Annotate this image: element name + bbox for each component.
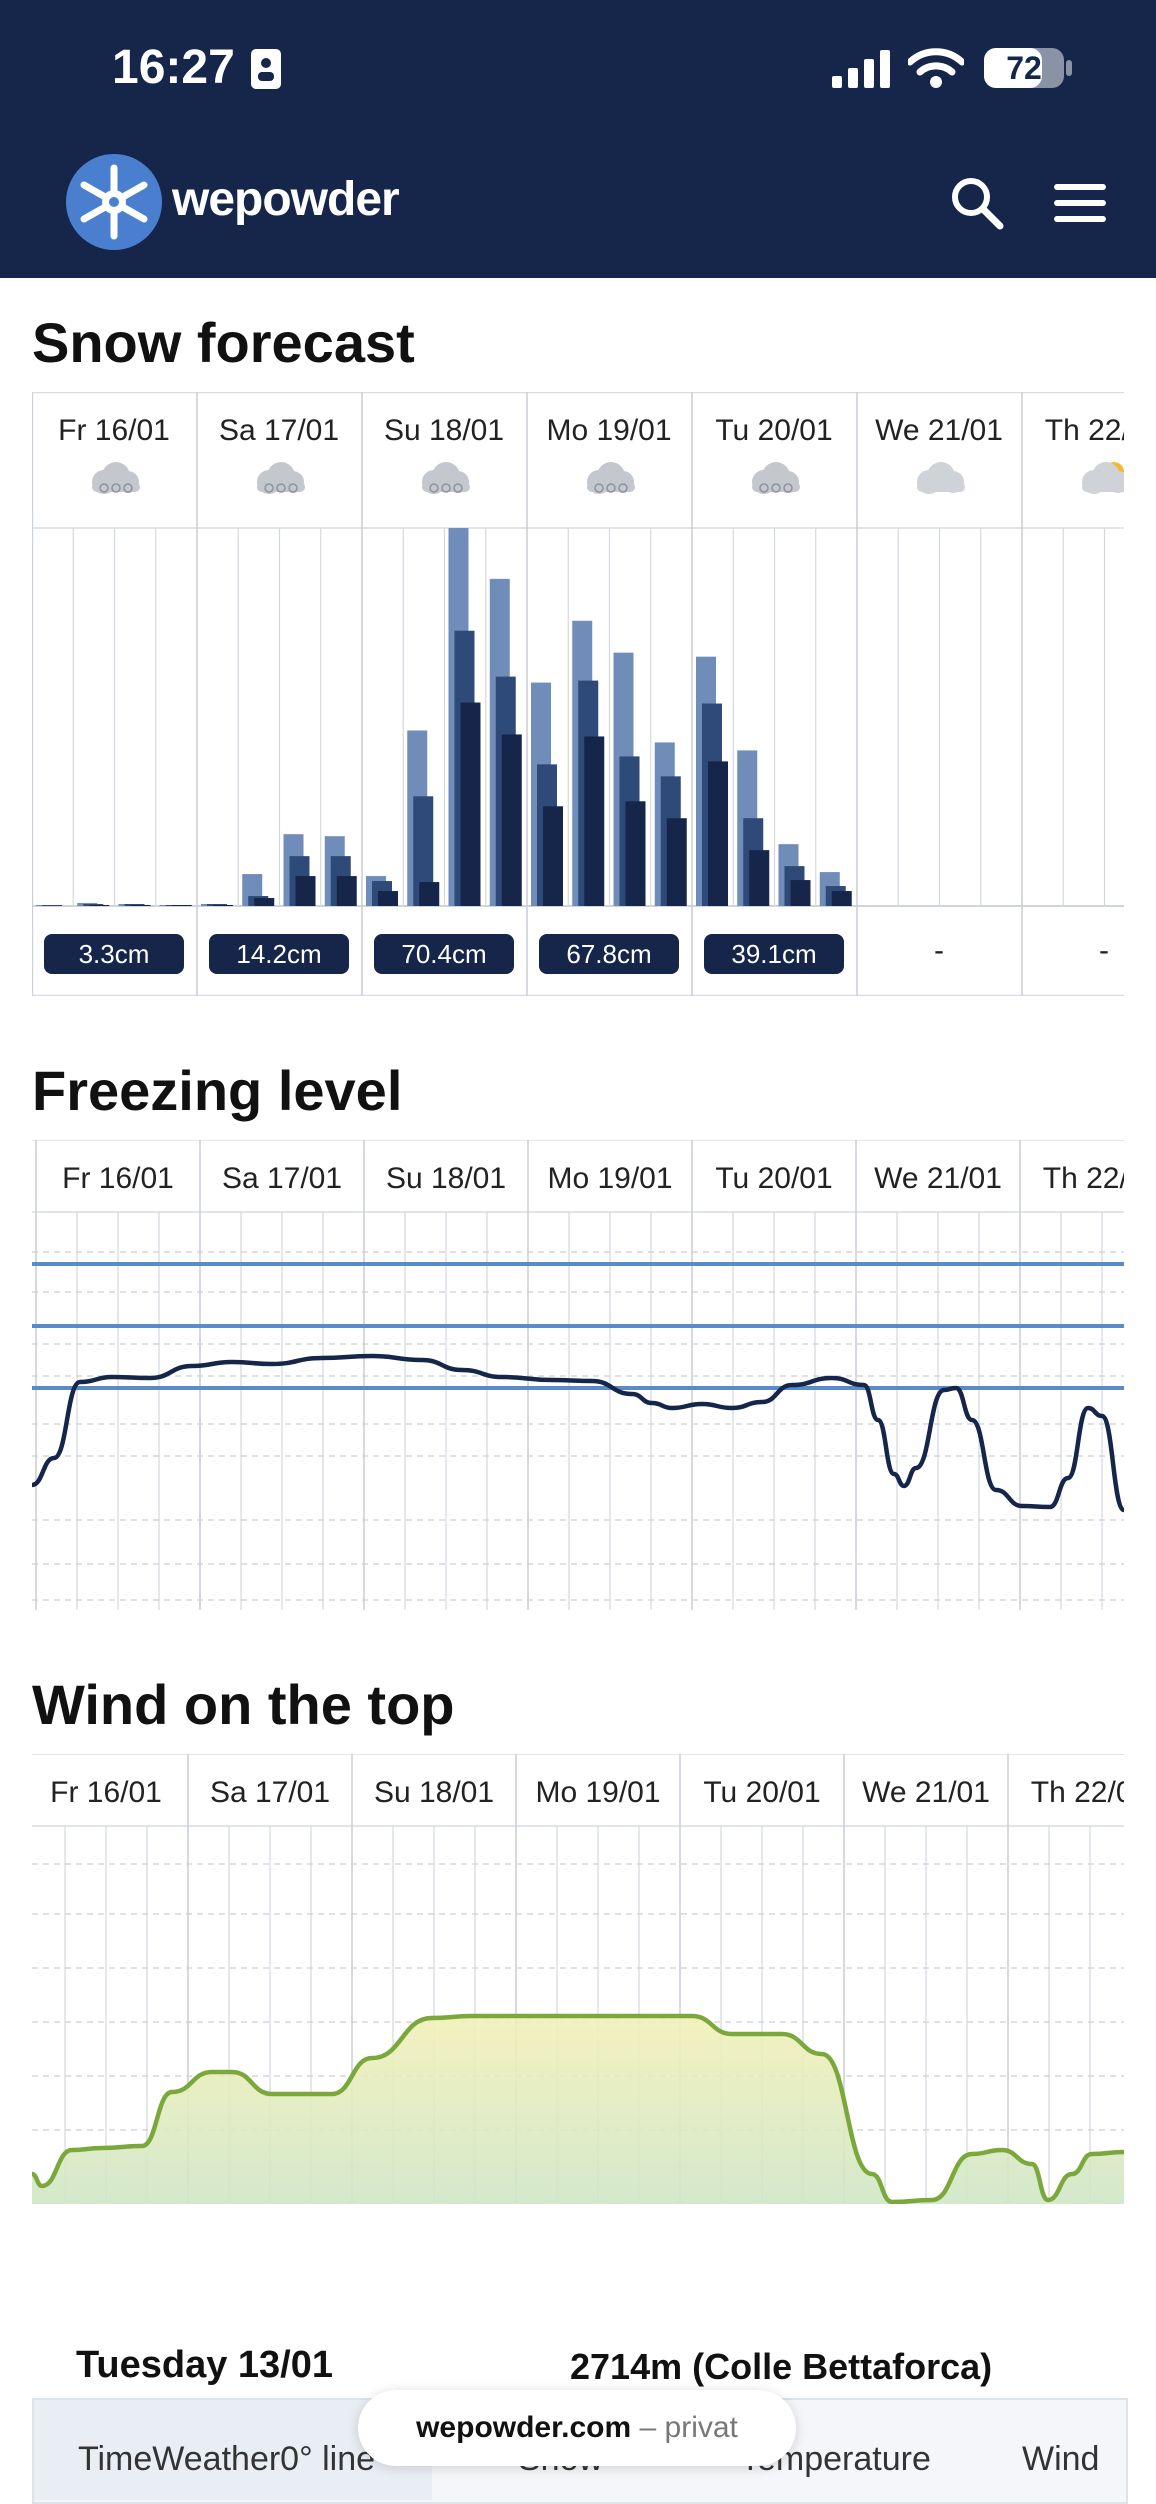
snow-bar-dark <box>336 876 357 906</box>
snow-day-header-3: Mo 19/01 <box>546 414 672 447</box>
wind-day-header-4: Tu 20/01 <box>703 1776 821 1809</box>
wind-top-chart <box>32 1754 1124 2204</box>
snow-bar-dark <box>419 882 440 906</box>
logo-icon[interactable] <box>66 154 162 250</box>
snow-bar-dark <box>790 880 811 906</box>
cloud-icon <box>917 462 965 494</box>
history-date: Tuesday 13/01 <box>76 2344 334 2386</box>
freeze-day-header-5: We 21/01 <box>874 1162 1002 1195</box>
wind-day-header-2: Su 18/01 <box>373 1776 495 1809</box>
wind-day-header-1: Sa 17/01 <box>209 1776 331 1809</box>
snow-cloud-icon <box>422 462 470 494</box>
snow-day-header-1: Sa 17/01 <box>218 414 340 447</box>
freezing-level-table[interactable]: Fr 16/01 Sa 17/01 Su 18/01 Mo 19/01 Tu 2… <box>32 1140 1124 1610</box>
snow-day-header-5: We 21/01 <box>875 414 1003 447</box>
snow-cloud-icon <box>587 462 635 494</box>
app-name[interactable]: wepowder <box>172 173 400 226</box>
snow-total-5: - <box>934 934 944 967</box>
snow-bar-dark <box>89 905 110 906</box>
freeze-day-header-2: Su 18/01 <box>385 1162 507 1195</box>
wind-day-header-0: Fr 16/01 <box>50 1776 162 1809</box>
wifi-icon <box>908 48 964 88</box>
wind-day-header-3: Mo 19/01 <box>535 1776 661 1809</box>
freeze-day-header-0: Fr 16/01 <box>62 1162 174 1195</box>
freeze-day-header-6: Th 22/01 <box>1042 1162 1124 1195</box>
sun-cloud-icon <box>1082 462 1124 494</box>
contact-card-icon <box>251 49 281 89</box>
freezing-level-chart <box>32 1140 1124 1610</box>
battery-level: 72 <box>1006 50 1042 86</box>
snow-bar-dark <box>460 702 481 906</box>
freezing-level-line <box>32 1353 1124 1513</box>
snow-day-header-2: Su 18/01 <box>383 414 505 447</box>
app-header: wepowder <box>0 140 1156 278</box>
snow-bar-dark <box>708 761 728 906</box>
wind-day-header-5: We 21/01 <box>862 1776 990 1809</box>
snow-bar-mid <box>42 905 62 906</box>
snow-bar-dark <box>213 905 233 906</box>
battery-tip <box>1066 60 1072 76</box>
snow-cloud-icon <box>752 462 800 494</box>
snow-bar-dark <box>254 898 275 906</box>
snow-forecast-table[interactable]: Fr 16/01 Sa 17/01 Su 18/01 Mo 19/01 Tu 2… <box>32 392 1124 996</box>
freeze-day-header-3: Mo 19/01 <box>547 1162 673 1195</box>
history-col-time-weather: TimeWeather0° line <box>78 2440 376 2478</box>
url-domain: wepowder.com <box>416 2411 632 2444</box>
wind-top-table[interactable]: Fr 16/01 Sa 17/01 Su 18/01 Mo 19/01 Tu 2… <box>32 1754 1124 2204</box>
freeze-day-header-1: Sa 17/01 <box>221 1162 343 1195</box>
snow-bar-dark <box>625 801 646 906</box>
snow-total-6: - <box>1099 934 1109 967</box>
snow-total-4: 39.1cm <box>704 934 844 974</box>
snow-bar-dark <box>130 905 151 906</box>
url-suffix: – privat <box>639 2411 738 2444</box>
wind-day-header-6: Th 22/01 <box>1030 1776 1124 1809</box>
snowflake-icon <box>80 164 148 240</box>
menu-icon[interactable] <box>1054 182 1106 224</box>
snow-cloud-icon <box>92 462 140 494</box>
snow-bar-dark <box>749 850 770 906</box>
status-bar: 16:27 72 <box>0 0 1156 140</box>
snow-total-0: 3.3cm <box>44 934 184 974</box>
snow-bar-mid <box>413 796 434 906</box>
snow-bar-dark <box>171 905 192 906</box>
battery-icon: 72 <box>984 48 1064 88</box>
freezing-level-title: Freezing level <box>32 1059 403 1122</box>
search-icon[interactable] <box>950 176 1004 230</box>
history-col-wind: Wind <box>1022 2440 1100 2478</box>
snow-forecast-title: Snow forecast <box>32 311 415 374</box>
snow-total-3: 67.8cm <box>539 934 679 974</box>
signal-icon <box>832 50 890 88</box>
snow-cloud-icon <box>257 462 305 494</box>
snow-forecast-chart <box>32 392 1124 996</box>
history-station: 2714m (Colle Bettaforca) <box>570 2346 993 2387</box>
status-time: 16:27 <box>112 41 235 94</box>
wind-area-fill <box>32 2016 1124 2204</box>
snow-bar-dark <box>666 818 687 906</box>
snow-total-2: 70.4cm <box>374 934 514 974</box>
freeze-day-header-4: Tu 20/01 <box>715 1162 833 1195</box>
snow-day-header-4: Tu 20/01 <box>715 414 833 447</box>
snow-bar-dark <box>295 876 316 906</box>
snow-bar-dark <box>543 806 563 906</box>
snow-bar-dark <box>831 891 852 906</box>
snow-bar-dark <box>501 734 522 906</box>
snow-bar-dark <box>584 736 605 906</box>
snow-total-1: 14.2cm <box>209 934 349 974</box>
snow-day-header-0: Fr 16/01 <box>58 414 170 447</box>
wind-top-title: Wind on the top <box>32 1673 455 1736</box>
snow-bar-dark <box>378 891 398 906</box>
url-bar[interactable]: wepowder.com – privat <box>358 2390 796 2466</box>
wind-speed-line <box>32 2013 1124 2204</box>
snow-day-header-6: Th 22/01 <box>1044 414 1124 447</box>
